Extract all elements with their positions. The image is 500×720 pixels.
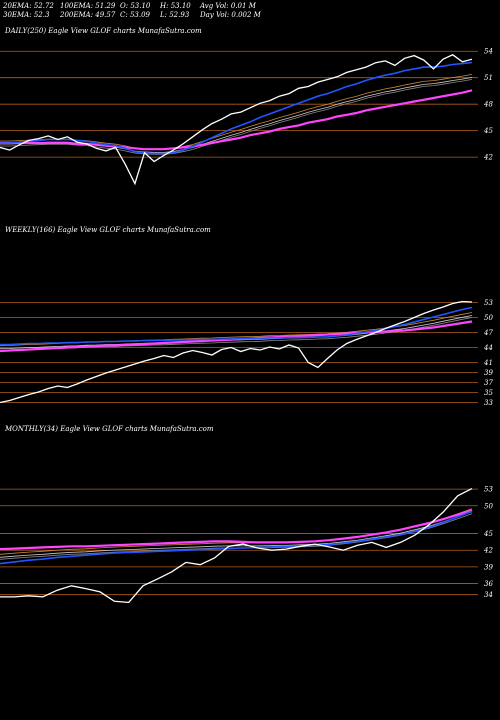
y-tick-label: 50 [484, 502, 493, 510]
monthly-panel-label: MONTHLY(34) Eagle View GLOF charts Munaf… [5, 425, 214, 433]
weekly-chart: 53 50 47 44 41 39 37 35 33 [0, 299, 493, 407]
y-tick-label: 54 [484, 48, 493, 56]
y-tick-label: 45 [483, 127, 493, 135]
ema-30-line [0, 79, 473, 155]
y-tick-label: 35 [484, 389, 493, 397]
price-line [0, 300, 473, 404]
y-tick-label: 36 [484, 580, 493, 588]
open-value: O: 53.10 [120, 2, 151, 10]
ema-100-line [0, 508, 473, 555]
weekly-panel-label: WEEKLY(166) Eagle View GLOF charts Munaf… [5, 226, 211, 234]
daily-chart: 54 51 48 45 42 [0, 48, 493, 186]
price-line [0, 54, 473, 186]
y-tick-label: 44 [483, 344, 493, 352]
y-tick-label: 53 [484, 486, 493, 494]
y-tick-label: 41 [483, 359, 493, 367]
header-col-high-low: H: 53.10 L: 52.93 [160, 2, 191, 20]
y-tick-label: 42 [483, 547, 493, 555]
ema-200-line [0, 89, 473, 151]
ema-20-line [0, 61, 473, 155]
high-value: H: 53.10 [160, 2, 191, 10]
header-col-ema-short: 20EMA: 52.72 30EMA: 52.3 [3, 2, 54, 20]
price-line [0, 488, 473, 603]
ema-200-line [0, 509, 473, 551]
header-col-ema-long: 100EMA: 51.29 200EMA: 49.57 [60, 2, 115, 20]
ema-20-line [0, 510, 473, 565]
y-tick-label: 34 [484, 591, 493, 599]
y-tick-label: 37 [484, 379, 493, 387]
ema100-value: 100EMA: 51.29 [60, 2, 116, 10]
y-tick-label: 47 [483, 329, 493, 337]
day-volume: Day Vol: 0.002 M [200, 11, 261, 19]
ema30-value: 30EMA: 52.3 [3, 11, 50, 19]
low-value: L: 52.93 [160, 11, 190, 19]
daily-panel-label: DAILY(250) Eagle View GLOF charts Munafa… [5, 27, 202, 35]
y-tick-label: 51 [484, 74, 493, 82]
avg-volume: Avg Vol: 0.01 M [200, 2, 256, 10]
monthly-chart: 53 50 45 42 39 36 34 [0, 486, 493, 603]
y-tick-label: 45 [483, 530, 493, 538]
y-tick-label: 42 [483, 154, 493, 162]
y-tick-label: 48 [483, 101, 493, 109]
close-value: C: 53.09 [120, 11, 150, 19]
header-col-volume: Avg Vol: 0.01 M Day Vol: 0.002 M [200, 2, 261, 20]
ema-20-line [0, 306, 473, 346]
header-col-open-close: O: 53.10 C: 53.09 [120, 2, 150, 20]
y-tick-label: 53 [484, 299, 493, 307]
y-tick-label: 39 [484, 563, 493, 571]
y-tick-label: 50 [484, 314, 493, 322]
y-tick-label: 33 [484, 399, 493, 407]
ema20-value: 20EMA: 52.72 [3, 2, 54, 10]
ema200-value: 200EMA: 49.57 [60, 11, 116, 19]
ema-50-line [0, 511, 473, 558]
ema-50-line [0, 77, 473, 153]
y-tick-label: 39 [484, 369, 493, 377]
